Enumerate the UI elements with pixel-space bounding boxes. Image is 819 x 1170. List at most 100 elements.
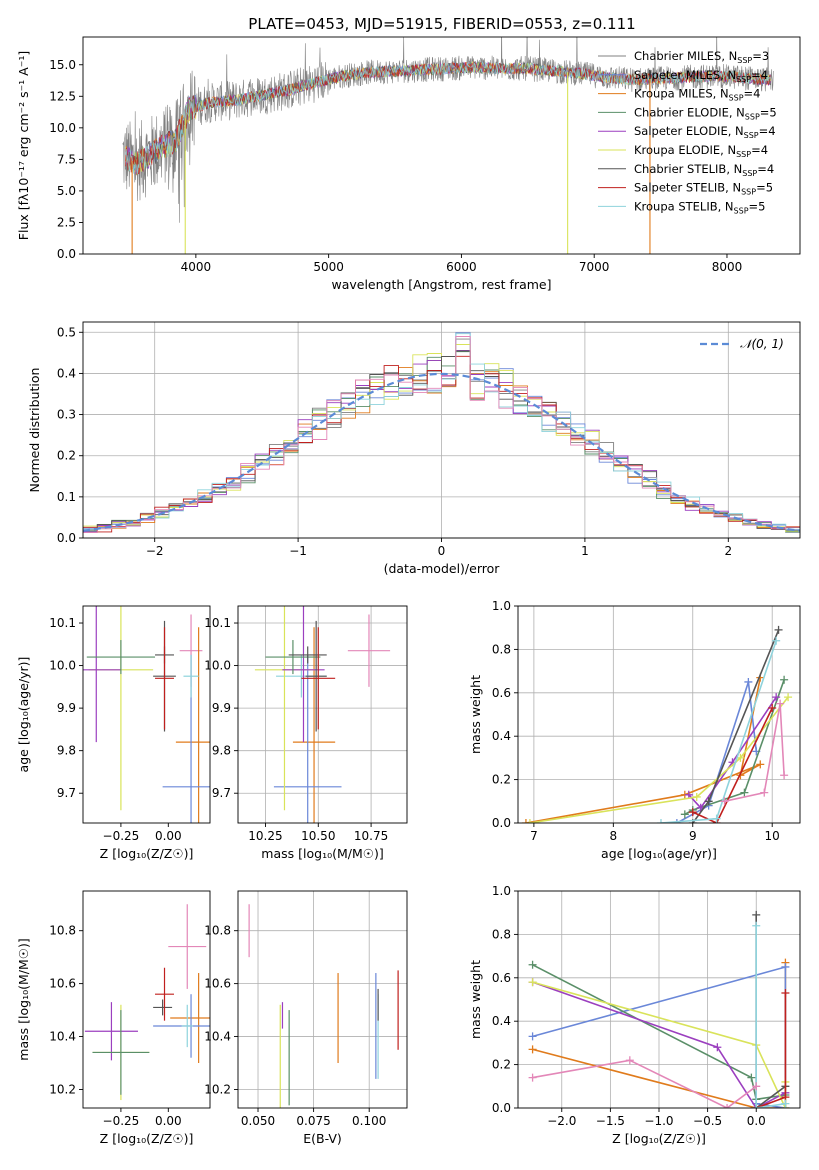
x-tick-label: 0 xyxy=(438,544,446,558)
errorbar-point xyxy=(183,654,199,698)
y-tick-label: 10.1 xyxy=(204,616,231,630)
y-tick-label: 7.5 xyxy=(57,152,76,166)
x-tick-label: 0.00 xyxy=(155,1114,182,1128)
series-marker xyxy=(752,1104,761,1108)
series-marker xyxy=(744,677,753,686)
errorbar-point xyxy=(288,646,327,664)
legend-entry: Salpeter STELIB, NSSP=5 xyxy=(634,181,773,197)
y-tick-label: 0.4 xyxy=(492,1014,511,1028)
series-marker xyxy=(713,1043,722,1052)
figure-title: PLATE=0453, MJD=51915, FIBERID=0553, z=0… xyxy=(248,15,635,33)
series-line xyxy=(688,696,777,810)
series-marker xyxy=(781,988,790,997)
series-marker xyxy=(528,1073,537,1082)
panel-mass-vs-Z: −0.25 0.00 10.2 10.4 10.6 10.8 Z [log₁₀(Z/Z☉)]… xyxy=(16,890,211,1146)
x-tick-label: 8 xyxy=(610,829,618,843)
x-tick-label: 2 xyxy=(724,544,732,558)
y-tick-label: 0.2 xyxy=(57,449,76,463)
series-marker xyxy=(740,788,749,797)
x-tick-label: 5000 xyxy=(313,260,344,274)
y-axis-label: Normed distribution xyxy=(27,368,42,493)
axes-frame xyxy=(237,605,408,824)
series-marker xyxy=(760,788,769,797)
series-line xyxy=(755,925,786,1108)
series-marker xyxy=(528,960,537,969)
x-tick-label: 4000 xyxy=(181,260,212,274)
axes-frame xyxy=(82,36,801,255)
y-tick-label: 2.5 xyxy=(57,215,76,229)
series-marker xyxy=(680,810,689,819)
panel-mass-vs-EBV: 0.050 0.075 0.100 10.2 10.4 10.6 10.8 E(B-V) xyxy=(204,890,408,1146)
y-axis-label: mass weight xyxy=(468,675,483,754)
errorbar-point xyxy=(83,606,121,743)
x-tick-label: 10.75 xyxy=(354,829,388,843)
y-tick-label: 9.9 xyxy=(212,701,231,715)
plot-area xyxy=(254,606,391,823)
panel-age-vs-mass: 10.25 10.50 10.75 9.7 9.8 9.9 10.0 10.1 mass [lo… xyxy=(204,605,408,861)
errorbar-point xyxy=(153,999,173,1016)
x-tick-label: −2.0 xyxy=(547,1114,576,1128)
x-tick-label: 0.00 xyxy=(155,829,182,843)
series-marker xyxy=(752,921,761,930)
errorbar-point xyxy=(155,627,174,730)
x-tick-label: 7 xyxy=(530,829,538,843)
y-tick-label: 10.8 xyxy=(49,924,76,938)
x-axis-label: age [log₁₀(age/yr)] xyxy=(601,846,717,861)
x-axis-label: (data-model)/error xyxy=(384,561,501,576)
errorbar-point xyxy=(273,654,342,823)
x-tick-label: 7000 xyxy=(579,260,610,274)
y-tick-label: 0.2 xyxy=(492,1058,511,1072)
series-line xyxy=(532,1059,757,1108)
y-tick-label: 1.0 xyxy=(492,599,511,613)
series-marker xyxy=(720,797,729,806)
x-axis-label: E(B-V) xyxy=(303,1131,342,1146)
y-tick-label: 0.8 xyxy=(492,642,511,656)
series-marker xyxy=(774,625,783,634)
x-tick-label: −0.5 xyxy=(693,1114,722,1128)
x-axis-label: Z [log₁₀(Z/Z☉)] xyxy=(612,1131,706,1146)
y-tick-label: 0.0 xyxy=(57,247,76,261)
plot-area xyxy=(528,910,790,1108)
series-marker xyxy=(780,771,789,780)
plot-area xyxy=(83,606,210,823)
plot-area xyxy=(521,625,793,823)
y-tick-label: 10.4 xyxy=(49,1030,76,1044)
errorbar-point xyxy=(301,627,336,730)
y-axis-label: mass weight xyxy=(468,960,483,1039)
x-tick-label: 10 xyxy=(765,829,780,843)
series-marker xyxy=(756,760,765,769)
legend-entry: Kroupa MILES, NSSP=4 xyxy=(634,87,760,103)
plot-area xyxy=(83,332,800,534)
series-line xyxy=(755,993,787,1108)
x-tick-label: 8000 xyxy=(712,260,743,274)
x-tick-label: −1 xyxy=(289,544,307,558)
y-tick-label: 1.0 xyxy=(492,884,511,898)
x-tick-label: 0.100 xyxy=(352,1114,386,1128)
plot-area xyxy=(122,37,774,254)
y-tick-label: 10.6 xyxy=(49,977,76,991)
x-axis-label: Z [log₁₀(Z/Z☉)] xyxy=(100,1131,194,1146)
errorbar-point xyxy=(162,654,210,823)
y-axis-label: age [log₁₀(age/yr)] xyxy=(16,657,31,773)
y-tick-label: 0.0 xyxy=(57,531,76,545)
x-tick-label: 0.075 xyxy=(296,1114,330,1128)
series-line xyxy=(529,696,789,823)
panel-massweight-vs-age: 7 8 9 10 0.0 0.2 0.4 0.6 0.8 1.0 age [log₁₀(age/yr… xyxy=(468,599,801,861)
y-tick-label: 0.6 xyxy=(492,686,511,700)
series-marker xyxy=(521,819,530,823)
x-tick-label: 10.50 xyxy=(301,829,335,843)
series-marker xyxy=(768,703,777,712)
y-axis-label: Flux [fλ10⁻¹⁷ erg cm⁻² s⁻¹ A⁻¹] xyxy=(16,51,31,240)
errorbar-point xyxy=(168,904,207,989)
y-tick-label: 10.2 xyxy=(204,1082,231,1096)
series-line xyxy=(532,981,786,1108)
legend-entry: Chabrier ELODIE, NSSP=5 xyxy=(634,105,777,121)
legend-entry: Chabrier STELIB, NSSP=4 xyxy=(634,162,774,178)
series-line xyxy=(692,707,773,823)
y-tick-label: 9.8 xyxy=(57,744,76,758)
y-tick-label: 12.5 xyxy=(49,89,76,103)
y-tick-label: 10.0 xyxy=(49,659,76,673)
legend: Chabrier MILES, NSSP=3 Salpeter MILES, NS… xyxy=(598,49,777,215)
errorbar-point xyxy=(265,640,321,675)
series-marker xyxy=(704,797,713,806)
